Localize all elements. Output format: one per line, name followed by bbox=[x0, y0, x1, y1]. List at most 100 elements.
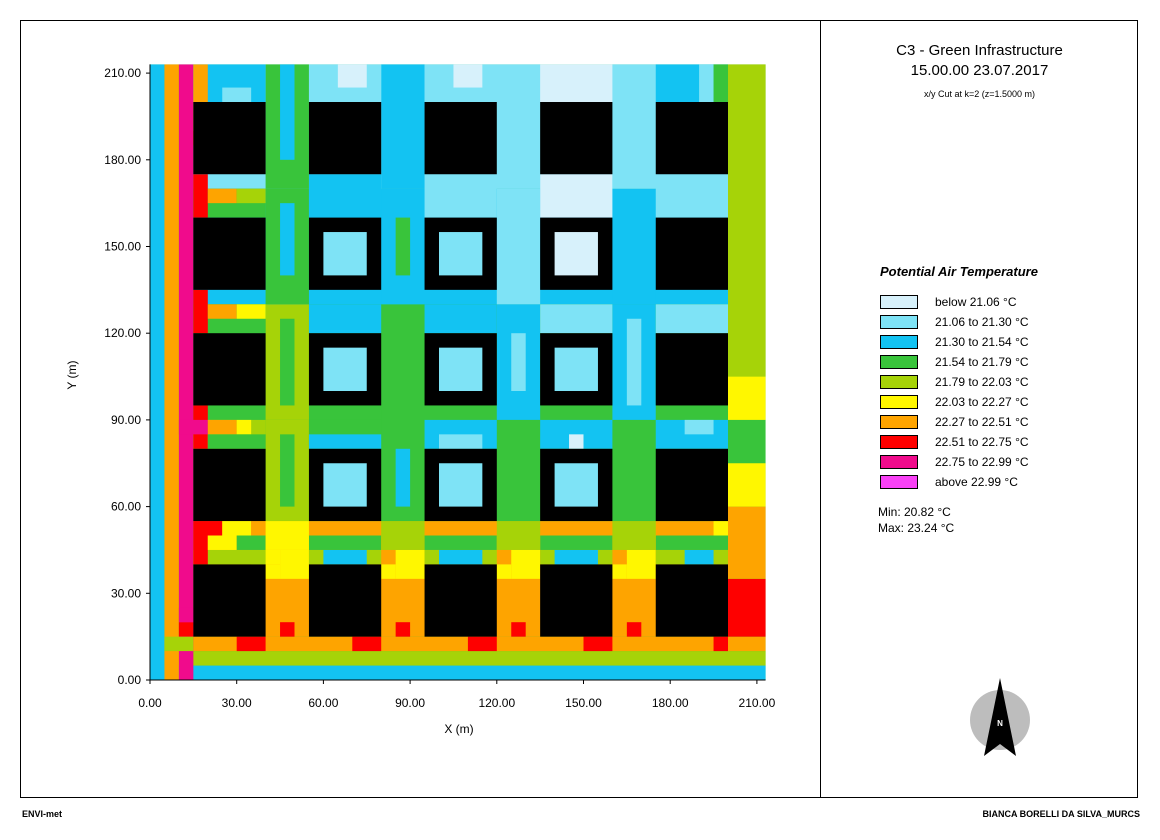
building-block bbox=[655, 217, 728, 290]
x-tick-label: 180.00 bbox=[652, 696, 689, 710]
temperature-cell bbox=[381, 564, 396, 579]
temperature-cell bbox=[207, 304, 237, 319]
building-block bbox=[308, 564, 382, 637]
legend-label: 22.75 to 22.99 °C bbox=[935, 455, 1029, 469]
temperature-cell bbox=[395, 622, 411, 637]
temperature-cell bbox=[540, 64, 613, 102]
temperature-cell bbox=[511, 549, 541, 579]
temperature-cell bbox=[626, 318, 642, 406]
temperature-edge-cell bbox=[728, 376, 766, 420]
temperature-cell bbox=[655, 174, 728, 218]
temperature-cell bbox=[554, 549, 598, 565]
temperature-cell bbox=[222, 87, 252, 102]
temperature-cell bbox=[424, 535, 497, 550]
temperature-cell bbox=[207, 419, 237, 435]
legend-label: 21.54 to 21.79 °C bbox=[935, 355, 1029, 369]
building-block bbox=[655, 102, 728, 175]
temperature-cell bbox=[207, 188, 237, 204]
temperature-edge-cell bbox=[728, 463, 766, 507]
temperature-edge-column bbox=[164, 64, 179, 681]
y-tick-label: 120.00 bbox=[104, 326, 141, 340]
temperature-cell bbox=[612, 578, 627, 637]
legend-label: below 21.06 °C bbox=[935, 295, 1017, 309]
temperature-cell bbox=[265, 521, 309, 550]
x-tick-label: 150.00 bbox=[565, 696, 602, 710]
building-block bbox=[308, 102, 382, 175]
temperature-cell bbox=[511, 333, 526, 391]
temperature-cell bbox=[496, 188, 541, 305]
temperature-cell bbox=[713, 64, 728, 102]
temperature-cell bbox=[280, 64, 295, 160]
temperature-edge-column bbox=[178, 64, 194, 681]
legend-item: 21.06 to 21.30 °C bbox=[880, 312, 1029, 332]
north-arrow-needle bbox=[984, 678, 1016, 756]
temperature-cell bbox=[713, 636, 728, 652]
legend-swatch bbox=[880, 295, 918, 309]
building-block bbox=[193, 564, 266, 637]
temperature-cell bbox=[236, 535, 266, 550]
temperature-cell bbox=[496, 521, 541, 550]
building-block bbox=[424, 564, 497, 637]
building-block bbox=[193, 102, 266, 175]
temperature-cell bbox=[337, 64, 367, 88]
temperature-cell bbox=[308, 535, 382, 550]
legend-swatch bbox=[880, 415, 918, 429]
temperature-cell bbox=[222, 521, 252, 536]
temperature-cell bbox=[236, 304, 266, 319]
x-tick-label: 120.00 bbox=[478, 696, 515, 710]
courtyard-inner bbox=[554, 232, 598, 276]
temperature-cell bbox=[236, 188, 266, 204]
courtyard-inner bbox=[439, 347, 483, 391]
temperature-cell bbox=[381, 578, 396, 637]
courtyard-inner bbox=[323, 232, 367, 276]
courtyard-inner bbox=[439, 232, 483, 276]
y-tick-label: 150.00 bbox=[104, 240, 141, 254]
legend-label: 21.79 to 22.03 °C bbox=[935, 375, 1029, 389]
temperature-cell bbox=[178, 607, 194, 623]
legend-item: 22.03 to 22.27 °C bbox=[880, 392, 1029, 412]
temperature-cell bbox=[193, 549, 266, 565]
temperature-cell bbox=[308, 304, 382, 334]
temperature-cell bbox=[381, 64, 425, 189]
temperature-cell bbox=[193, 535, 208, 565]
building-block bbox=[424, 102, 497, 175]
building-block bbox=[655, 564, 728, 637]
temperature-cell bbox=[352, 636, 382, 652]
temperature-cell bbox=[496, 419, 541, 522]
temperature-cell bbox=[496, 64, 541, 189]
temperature-map-chart: 0.00 30.00 60.00 90.00 120.00 150.00 180.00 210… bbox=[65, 64, 776, 736]
temperature-cell bbox=[684, 549, 714, 565]
legend-swatch bbox=[880, 395, 918, 409]
north-arrow-icon: N bbox=[970, 678, 1030, 756]
temperature-cell bbox=[540, 535, 613, 550]
temperature-edge-cell bbox=[728, 64, 766, 377]
temperature-cell bbox=[699, 64, 714, 102]
legend-label: 22.03 to 22.27 °C bbox=[935, 395, 1029, 409]
temperature-cell bbox=[280, 203, 295, 276]
temperature-cell bbox=[308, 174, 382, 218]
temperature-cell bbox=[323, 549, 367, 565]
legend: below 21.06 °C 21.06 to 21.30 °C 21.30 t… bbox=[880, 292, 1029, 492]
building-block bbox=[193, 217, 266, 290]
legend-label: 21.30 to 21.54 °C bbox=[935, 335, 1029, 349]
panel-divider bbox=[820, 20, 821, 798]
legend-title: Potential Air Temperature bbox=[880, 264, 1038, 279]
temperature-cell bbox=[265, 564, 281, 579]
temperature-cell bbox=[467, 636, 497, 652]
legend-item: above 22.99 °C bbox=[880, 472, 1029, 492]
courtyard-inner bbox=[554, 347, 598, 391]
temperature-cell bbox=[207, 434, 266, 449]
legend-swatch bbox=[880, 435, 918, 449]
max-value: Max: 23.24 °C bbox=[878, 521, 955, 535]
y-tick-label: 30.00 bbox=[111, 586, 141, 600]
legend-label: above 22.99 °C bbox=[935, 475, 1018, 489]
temperature-cell bbox=[511, 622, 526, 637]
temperature-cell bbox=[540, 304, 613, 334]
map-layer bbox=[150, 64, 766, 681]
legend-item: 21.30 to 21.54 °C bbox=[880, 332, 1029, 352]
temperature-cell bbox=[453, 64, 483, 88]
min-value: Min: 20.82 °C bbox=[878, 505, 951, 519]
temperature-cell bbox=[395, 217, 411, 276]
x-tick-label: 0.00 bbox=[138, 696, 162, 710]
temperature-cell bbox=[193, 174, 208, 218]
